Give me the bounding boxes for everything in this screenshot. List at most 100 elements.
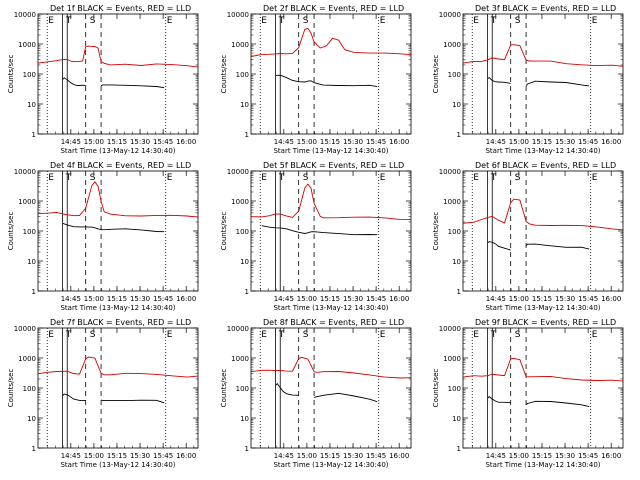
- panels: Det 1f BLACK = Events, RED = LLD 1 10 100 10…: [7, 4, 624, 469]
- y-tick-label: 100: [448, 228, 461, 236]
- series-events-line: [275, 74, 378, 88]
- panel-det-9f: Det 9f BLACK = Events, RED = LLD 1 10 100 10…: [432, 318, 624, 469]
- y-tick-label: 10000: [227, 325, 249, 333]
- y-tick-label: 1000: [443, 355, 461, 363]
- y-tick-label: 1: [457, 445, 461, 453]
- y-tick-label: 10000: [14, 11, 36, 19]
- panel-title: Det 1f BLACK = Events, RED = LLD: [50, 4, 191, 13]
- x-tick-label: 15:15: [320, 295, 340, 303]
- y-tick-label: 100: [236, 228, 249, 236]
- y-tick-label: 10000: [439, 168, 461, 176]
- panel-det-6f: Det 6f BLACK = Events, RED = LLD 1 10 100 10…: [432, 161, 624, 312]
- x-tick-label: 14:45: [274, 138, 294, 146]
- series-events-line: [275, 382, 378, 403]
- panel-title: Det 2f BLACK = Events, RED = LLD: [263, 4, 404, 13]
- marker-label: E: [261, 330, 267, 340]
- marker-label: E: [48, 16, 54, 26]
- x-axis-label: Start Time (13-May-12 14:30:40): [273, 461, 388, 469]
- x-tick-label: 15:30: [555, 452, 575, 460]
- series-lld-line: [462, 44, 624, 67]
- y-tick-label: 1: [245, 445, 249, 453]
- series-lld-line: [462, 198, 624, 231]
- x-tick-label: 14:45: [61, 295, 81, 303]
- panel-title: Det 6f BLACK = Events, RED = LLD: [475, 161, 616, 170]
- y-tick-label: 1: [32, 445, 36, 453]
- y-tick-label: 100: [23, 71, 36, 79]
- marker-label: E: [261, 173, 267, 183]
- marker-label: T: [65, 173, 72, 183]
- x-tick-label: 15:45: [366, 452, 386, 460]
- series-lld-line: [250, 356, 412, 379]
- series-lld-line: [462, 357, 624, 382]
- panel-det-8f: Det 8f BLACK = Events, RED = LLD 1 10 100 10…: [220, 318, 412, 469]
- y-tick-label: 1000: [18, 355, 36, 363]
- x-axis-label: Start Time (13-May-12 14:30:40): [485, 461, 600, 469]
- series-events-line: [62, 393, 165, 404]
- y-tick-label: 10: [27, 101, 36, 109]
- x-axis-label: Start Time (13-May-12 14:30:40): [60, 304, 175, 312]
- x-tick-label: 15:15: [320, 452, 340, 460]
- y-tick-label: 10: [27, 258, 36, 266]
- panel-det-3f: Det 3f BLACK = Events, RED = LLD 1 10 100 10…: [432, 4, 624, 155]
- marker-label: E: [473, 16, 479, 26]
- y-tick-label: 10000: [439, 11, 461, 19]
- marker-label: E: [261, 16, 267, 26]
- marker-label: S: [303, 330, 309, 340]
- panel-title: Det 8f BLACK = Events, RED = LLD: [263, 318, 404, 327]
- marker-label: S: [303, 16, 309, 26]
- x-tick-label: 14:45: [61, 138, 81, 146]
- series-lld-line: [37, 356, 199, 378]
- x-tick-label: 15:30: [130, 452, 150, 460]
- marker-label: S: [303, 173, 309, 183]
- x-tick-label: 16:00: [176, 295, 196, 303]
- marker-label: T: [490, 16, 497, 26]
- y-axis-label: Counts/sec: [7, 55, 15, 94]
- y-axis-label: Counts/sec: [432, 55, 440, 94]
- x-tick-label: 15:00: [297, 452, 317, 460]
- marker-label: T: [278, 330, 285, 340]
- y-tick-label: 1000: [18, 41, 36, 49]
- panel-title: Det 9f BLACK = Events, RED = LLD: [475, 318, 616, 327]
- marker-label: E: [167, 330, 173, 340]
- y-tick-label: 10: [27, 415, 36, 423]
- y-tick-label: 10000: [14, 325, 36, 333]
- marker-label: S: [90, 330, 96, 340]
- y-axis-label: Counts/sec: [432, 212, 440, 251]
- y-tick-label: 10000: [14, 168, 36, 176]
- marker-label: T: [278, 173, 285, 183]
- y-tick-label: 10: [240, 258, 249, 266]
- x-tick-label: 15:30: [130, 138, 150, 146]
- x-tick-label: 15:45: [578, 295, 598, 303]
- marker-label: E: [167, 16, 173, 26]
- x-axis-label: Start Time (13-May-12 14:30:40): [60, 461, 175, 469]
- x-tick-label: 16:00: [601, 295, 621, 303]
- series-events-line: [487, 395, 590, 408]
- panel-title: Det 5f BLACK = Events, RED = LLD: [263, 161, 404, 170]
- y-tick-label: 10000: [227, 168, 249, 176]
- series-lld-line: [37, 181, 199, 218]
- marker-label: T: [65, 330, 72, 340]
- x-tick-label: 15:00: [509, 138, 529, 146]
- series-events-line: [261, 225, 378, 236]
- x-axis-label: Start Time (13-May-12 14:30:40): [485, 147, 600, 155]
- x-tick-label: 15:30: [555, 295, 575, 303]
- x-axis-label: Start Time (13-May-12 14:30:40): [273, 147, 388, 155]
- x-tick-label: 15:30: [555, 138, 575, 146]
- x-tick-label: 15:15: [107, 295, 127, 303]
- marker-label: T: [278, 16, 285, 26]
- x-tick-label: 15:45: [153, 452, 173, 460]
- x-tick-label: 15:45: [153, 295, 173, 303]
- x-tick-label: 14:45: [486, 138, 506, 146]
- panel-det-1f: Det 1f BLACK = Events, RED = LLD 1 10 100 10…: [7, 4, 199, 155]
- x-tick-label: 15:45: [153, 138, 173, 146]
- y-axis-label: Counts/sec: [220, 212, 228, 251]
- y-tick-label: 1000: [18, 198, 36, 206]
- x-tick-label: 15:00: [509, 295, 529, 303]
- marker-label: E: [592, 16, 598, 26]
- x-tick-label: 15:15: [107, 138, 127, 146]
- panel-det-4f: Det 4f BLACK = Events, RED = LLD 1 10 100 10…: [7, 161, 199, 312]
- panel-det-2f: Det 2f BLACK = Events, RED = LLD 1 10 100 10…: [220, 4, 412, 155]
- x-tick-label: 16:00: [389, 138, 409, 146]
- x-tick-label: 15:00: [509, 452, 529, 460]
